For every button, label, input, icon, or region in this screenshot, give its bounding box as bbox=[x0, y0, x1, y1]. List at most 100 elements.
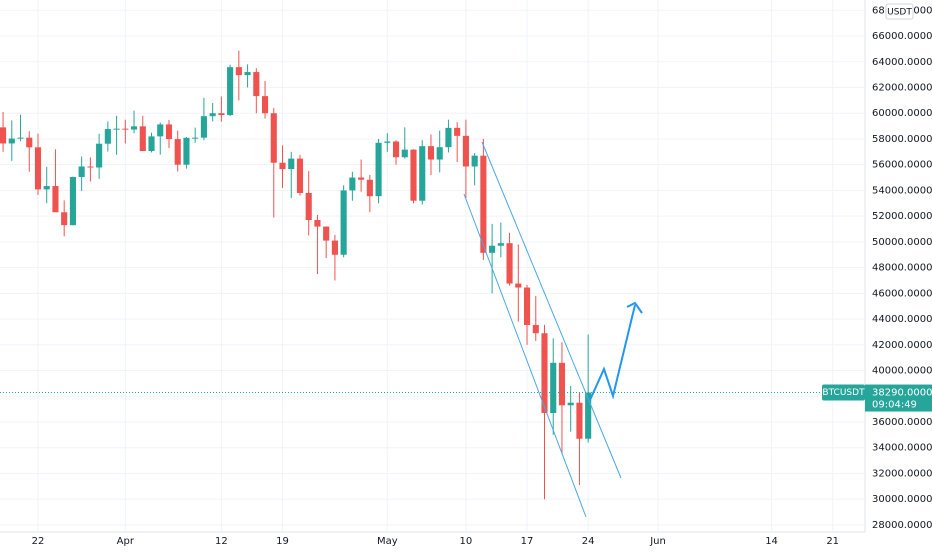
candle-body bbox=[489, 245, 496, 253]
drawings bbox=[463, 141, 643, 518]
candle-body bbox=[550, 362, 557, 413]
candle-body bbox=[0, 127, 7, 144]
candle-body bbox=[209, 113, 216, 117]
candle-body bbox=[532, 324, 539, 334]
y-tick-label: 58000.000000 bbox=[872, 134, 932, 145]
candle-body bbox=[34, 147, 42, 190]
candle-body bbox=[122, 128, 129, 130]
x-tick-label: 24 bbox=[582, 536, 595, 547]
candle-body bbox=[392, 141, 400, 158]
candle-body bbox=[523, 287, 531, 325]
price-scale bbox=[865, 0, 932, 550]
candle-body bbox=[375, 142, 382, 197]
currency-badge bbox=[885, 3, 914, 20]
axes: 28000.000000 30000.000000 32000.000000 3400… bbox=[0, 3, 932, 547]
candle-body bbox=[340, 190, 347, 255]
y-tick-label: 60000.000000 bbox=[872, 108, 932, 119]
candle-body bbox=[200, 116, 207, 138]
candle-body bbox=[480, 155, 487, 253]
candle-body bbox=[462, 135, 469, 167]
candle-body bbox=[139, 126, 146, 152]
candle-body bbox=[366, 179, 373, 197]
candles bbox=[0, 50, 592, 500]
candle-body bbox=[87, 166, 94, 168]
x-tick-label: 22 bbox=[32, 536, 45, 547]
candle-body bbox=[515, 283, 522, 288]
candle-body bbox=[541, 333, 548, 413]
y-tick-label: 62000.000000 bbox=[872, 82, 932, 93]
x-tick-label: Jun bbox=[649, 536, 666, 547]
x-tick-label: 17 bbox=[521, 536, 534, 547]
candle-body bbox=[96, 143, 103, 168]
y-tick-label: 42000.000000 bbox=[872, 340, 932, 351]
candle-body bbox=[69, 177, 76, 226]
candle-body bbox=[471, 155, 478, 167]
channel-lower bbox=[463, 193, 587, 518]
candle-body bbox=[349, 177, 356, 191]
candle-body bbox=[384, 141, 391, 143]
candle-body bbox=[130, 126, 138, 130]
x-tick-label: 19 bbox=[276, 536, 289, 547]
candle-body bbox=[261, 96, 269, 114]
candle-body bbox=[227, 67, 234, 116]
y-tick-label: 30000.000000 bbox=[872, 494, 932, 505]
symbol-badge bbox=[822, 384, 865, 401]
candle-body bbox=[497, 243, 504, 246]
candle-body bbox=[401, 149, 408, 158]
y-tick-label: 64000.000000 bbox=[872, 57, 932, 68]
candle-body bbox=[419, 146, 426, 201]
candle-body bbox=[157, 124, 164, 137]
y-tick-label: 28000.000000 bbox=[872, 520, 932, 531]
x-tick-label: Apr bbox=[117, 536, 135, 547]
x-tick-label: 12 bbox=[215, 536, 228, 547]
y-tick-label: 66000.000000 bbox=[872, 31, 932, 42]
y-tick-label: 44000.000000 bbox=[872, 314, 932, 325]
candle-body bbox=[218, 113, 225, 116]
candle-body bbox=[8, 138, 15, 144]
candle-body bbox=[279, 162, 286, 170]
y-tick-label: 54000.000000 bbox=[872, 185, 932, 196]
candle-body bbox=[410, 149, 417, 201]
candle-body bbox=[427, 146, 435, 160]
candle-body bbox=[235, 67, 242, 76]
symbol-label: BTCUSDT bbox=[822, 388, 865, 398]
candle-body bbox=[305, 192, 312, 221]
arrow-head bbox=[626, 301, 643, 314]
y-tick-label: 34000.000000 bbox=[872, 443, 932, 454]
candle-body bbox=[288, 158, 295, 170]
candle-body bbox=[331, 240, 338, 255]
candle-body bbox=[104, 129, 111, 144]
candle-body bbox=[436, 147, 443, 160]
y-tick-label: 50000.000000 bbox=[872, 237, 932, 248]
y-tick-label: 46000.000000 bbox=[872, 288, 932, 299]
y-tick-label: 32000.000000 bbox=[872, 468, 932, 479]
x-tick-label: 14 bbox=[765, 536, 778, 547]
candle-body bbox=[17, 137, 24, 139]
candle-body bbox=[576, 402, 583, 439]
candle-body bbox=[192, 137, 199, 139]
candle-body bbox=[585, 392, 592, 439]
candle-body bbox=[445, 127, 452, 148]
countdown-label: 09:04:49 bbox=[872, 400, 917, 411]
candle-body bbox=[113, 128, 120, 130]
last-price-label: 38290.000000 bbox=[872, 388, 932, 399]
y-tick-label: 36000.000000 bbox=[872, 417, 932, 428]
candle-body bbox=[323, 226, 330, 241]
candle-body bbox=[270, 113, 277, 163]
y-tick-label: 48000.000000 bbox=[872, 263, 932, 274]
candle-body bbox=[165, 124, 173, 140]
candle-body bbox=[26, 137, 33, 148]
candle-body bbox=[253, 72, 260, 97]
candle-body bbox=[183, 137, 190, 165]
forecast-arrow bbox=[589, 304, 636, 401]
x-tick-label: May bbox=[377, 536, 398, 547]
last-price-badge bbox=[865, 384, 932, 412]
channel-upper bbox=[481, 141, 622, 479]
candle-body bbox=[567, 402, 574, 406]
candle-body bbox=[314, 220, 321, 227]
x-tick-label: 10 bbox=[460, 536, 473, 547]
candle-body bbox=[174, 139, 181, 165]
x-tick-label: 21 bbox=[826, 536, 839, 547]
y-tick-label: 52000.000000 bbox=[872, 211, 932, 222]
